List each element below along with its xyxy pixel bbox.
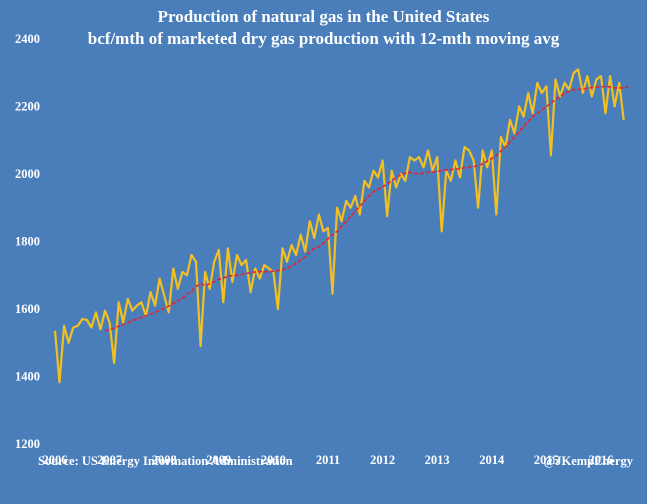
- x-tick-label: 2012: [370, 453, 395, 467]
- x-tick-label: 2014: [479, 453, 505, 467]
- y-tick-label: 2200: [15, 100, 40, 114]
- moving-average-line: [104, 85, 629, 332]
- y-tick-label: 2000: [15, 167, 40, 181]
- y-tick-label: 1200: [15, 437, 40, 451]
- x-tick-label: 2011: [316, 453, 340, 467]
- source-note: Source: US Energy Information Administra…: [38, 454, 293, 468]
- x-tick-label: 2013: [425, 453, 450, 467]
- x-tick-label: 2009: [206, 453, 231, 467]
- monthly-production-line: [53, 68, 625, 384]
- x-axis: 2006 2007 2008 2009 2010 2011 2012 2013 2014 2015…: [43, 453, 614, 467]
- x-tick-label: 2010: [261, 453, 286, 467]
- y-tick-label: 1600: [15, 302, 40, 316]
- x-tick-label: 2015: [534, 453, 559, 467]
- plot-area: [53, 68, 629, 384]
- x-tick-label: 2008: [152, 453, 177, 467]
- y-tick-label: 2400: [15, 32, 40, 46]
- x-tick-label: 2006: [43, 453, 68, 467]
- chart-subtitle: bcf/mth of marketed dry gas production w…: [87, 29, 560, 48]
- chart-title: Production of natural gas in the United …: [157, 7, 490, 26]
- y-axis: 1200 1400 1600 1800 2000 2200 2400: [15, 32, 40, 451]
- x-tick-label: 2007: [97, 453, 122, 467]
- y-tick-label: 1400: [15, 370, 40, 384]
- x-tick-label: 2016: [588, 453, 613, 467]
- y-tick-label: 1800: [15, 235, 40, 249]
- author-credit: @JKempEnergy: [543, 454, 633, 468]
